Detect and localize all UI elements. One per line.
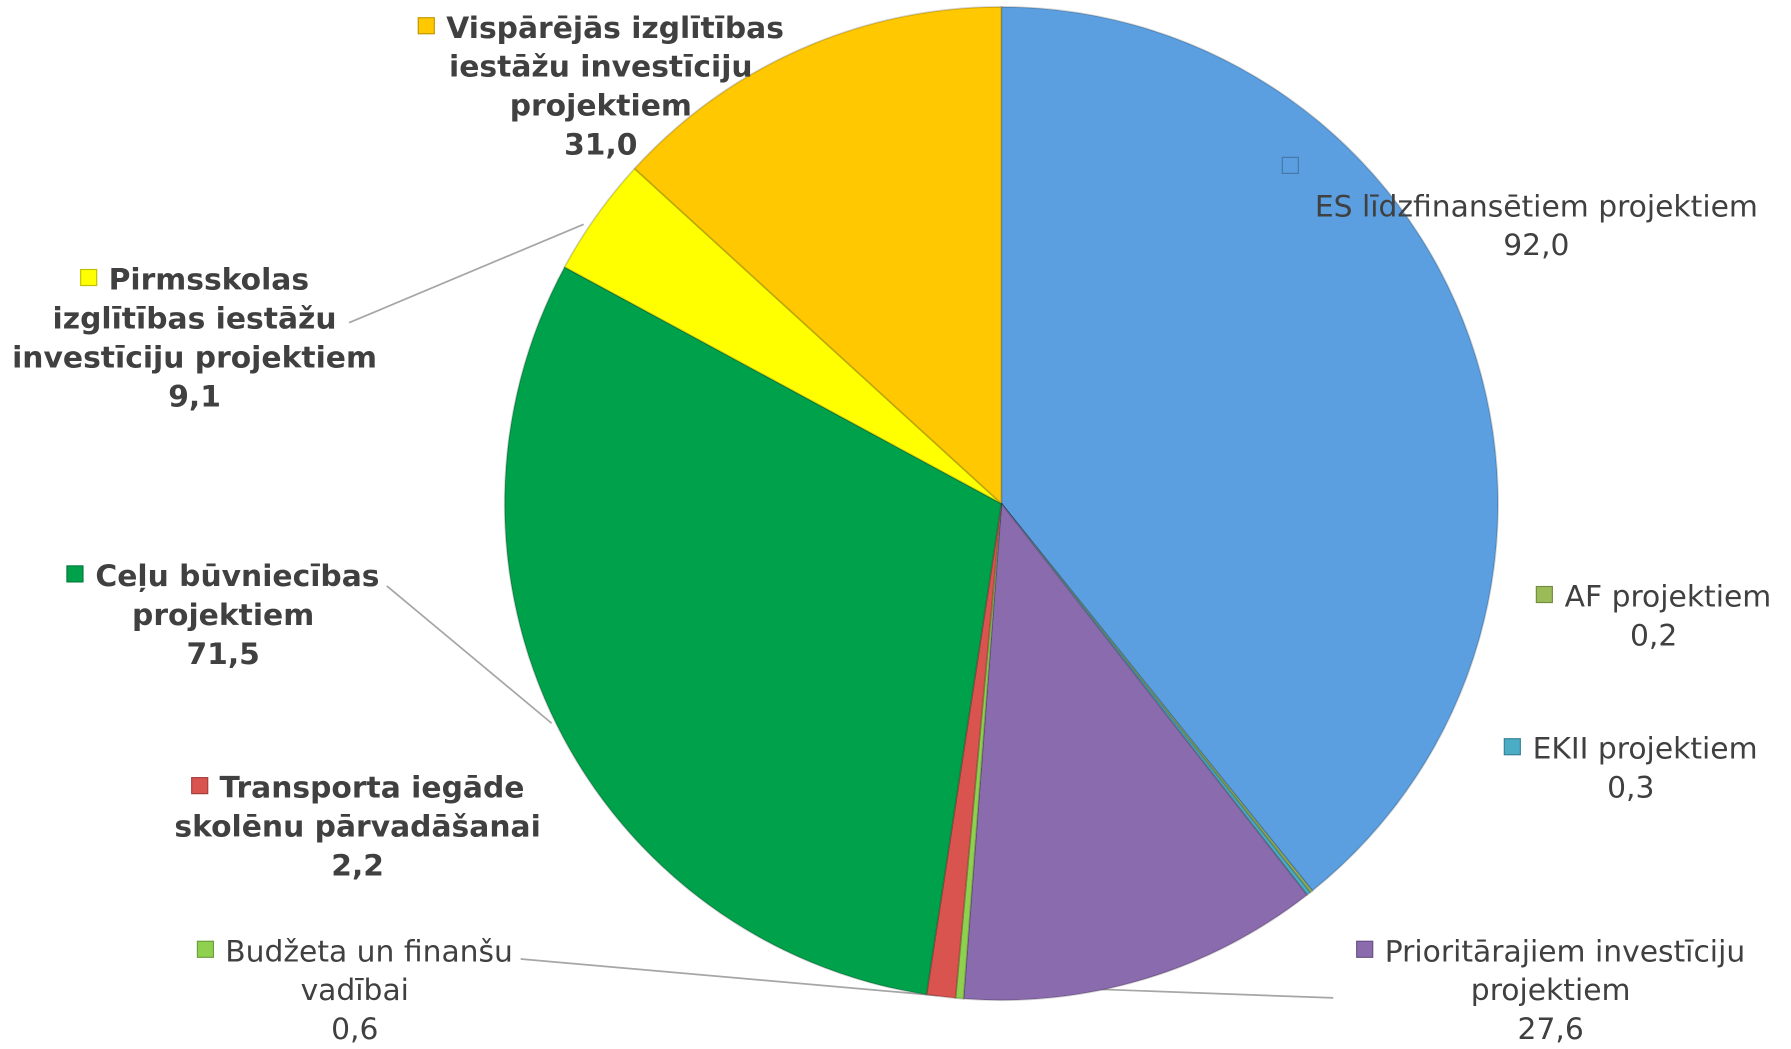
value-label: 2,2 [331,849,384,884]
value-label: 0,6 [331,1012,379,1048]
legend-key [1281,156,1299,174]
data-label: EKII projektiem 0,3 [1471,730,1791,808]
data-label: ES līdzfinansētiem projektiem 92,0 [1281,149,1791,266]
data-label: Budžeta un finanšu vadībai 0,6 [172,933,538,1049]
slices [503,6,1499,1002]
legend-key-row [1281,149,1791,188]
data-label: Prioritārajiem investīciju projektiem 27,… [1345,933,1757,1049]
value-label: 27,6 [1517,1012,1584,1048]
value-label: 0,2 [1629,619,1678,654]
name-row: ES līdzfinansētiem projektiem [1282,188,1791,227]
legend-key [1356,940,1374,958]
slice [563,167,1002,505]
value-label: 71,5 [186,637,260,672]
legend-key [66,565,84,583]
category-label: Ceļu būvniecības projektiem [95,559,380,633]
slice [925,503,1003,1000]
slice [503,265,1003,996]
leader-line [520,958,939,997]
category-label: ES līdzfinansētiem projektiem [1314,189,1758,225]
data-label: Ceļu būvniecības projektiem 71,5 [40,557,406,674]
legend-key [417,17,435,35]
slice [962,501,1309,1002]
slice [1000,6,1499,893]
legend-key [1536,585,1554,604]
category-label: Vispārējās izglītības iestāžu investīcij… [446,11,784,124]
value-label: 31,0 [564,128,638,163]
category-label: Budžeta un finanšu vadībai [225,934,513,1009]
data-label: Pirmsskolas izglītības iestāžu investīci… [6,261,384,417]
value-label: 9,1 [168,379,221,415]
leader-line [348,223,584,324]
data-label: Transporta iegāde skolēnu pārvadāšanai 2,… [166,769,549,886]
category-label: EKII projektiem [1532,732,1758,767]
value-label: 92,0 [1503,228,1570,264]
data-label: AF projektiem 0,2 [1511,578,1791,656]
legend-key [196,940,214,958]
category-label: Prioritārajiem investīciju projektiem [1384,934,1746,1009]
legend-key [79,268,98,287]
slice [633,6,1003,506]
legend-key [1503,738,1522,756]
data-label: Vispārējās izglītības iestāžu investīcij… [412,9,790,165]
value-label: 0,3 [1607,771,1655,806]
leader-line [386,585,553,724]
legend-key [190,777,208,795]
slice [954,503,1003,1000]
category-label: Pirmsskolas izglītības iestāžu investīci… [12,263,377,376]
category-label: Transporta iegāde skolēnu pārvadāšanai [174,771,541,845]
category-label: AF projektiem [1564,580,1772,615]
